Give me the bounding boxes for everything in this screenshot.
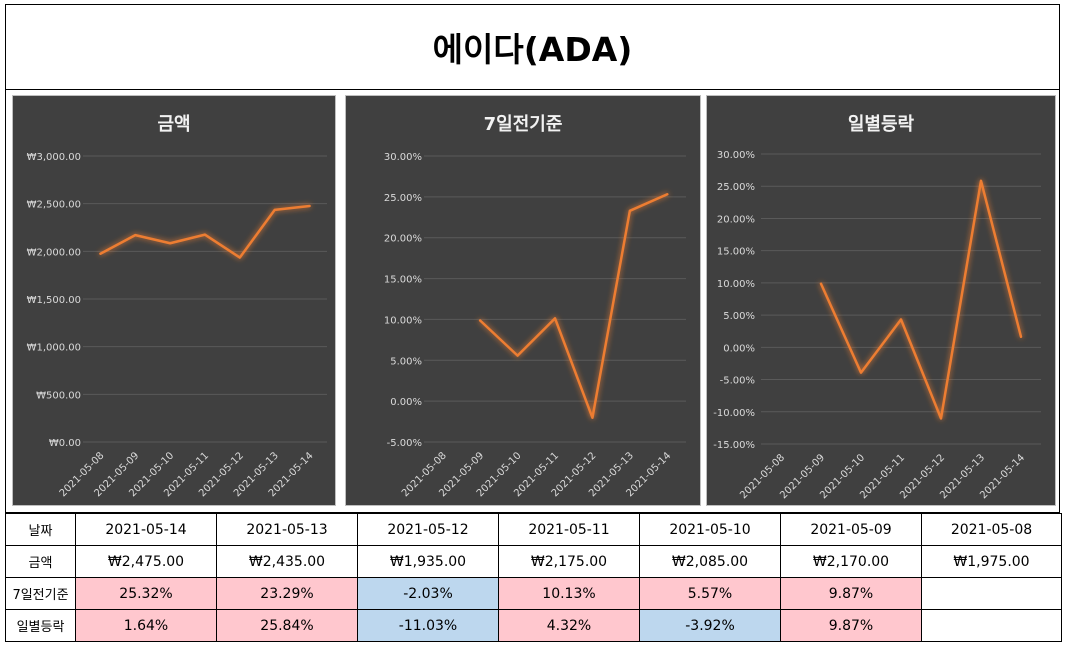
chart-title: 금액 — [157, 114, 190, 135]
table-cell: 5.57% — [639, 577, 781, 610]
table-cell: -3.92% — [639, 609, 781, 642]
y-tick-label: 15.00% — [717, 247, 755, 258]
table-cell: ₩2,435.00 — [216, 545, 358, 578]
y-tick-label: 5.00% — [390, 356, 422, 367]
table-cell: ₩2,170.00 — [780, 545, 922, 578]
table-cell — [921, 577, 1062, 610]
table-row: 금액 ₩2,475.00 ₩2,435.00 ₩1,935.00 ₩2,175.00 ₩2… — [5, 545, 1062, 578]
y-tick-label: -5.00% — [387, 438, 422, 449]
table-cell: 9.87% — [780, 577, 922, 610]
chart-daily-change: 일별등락 -15.00% -10.00% -5.00% 0.00% 5.00% 10.00%… — [706, 95, 1056, 506]
y-tick-label: ₩2,000.00 — [27, 247, 81, 258]
y-tick-label: 25.00% — [717, 182, 755, 193]
chart-svg: 금액 ₩0.00 ₩500.00 ₩1,000.00 ₩1,500.00 ₩2,000.0… — [27, 114, 327, 499]
page-title: 에이다(ADA) — [432, 30, 633, 69]
table-cell — [921, 609, 1062, 642]
table-cell: 23.29% — [216, 577, 358, 610]
y-tick-label: -5.00% — [720, 376, 755, 387]
table-cell: -11.03% — [357, 609, 499, 642]
table-cell: 10.13% — [498, 577, 640, 610]
row-header: 7일전기준 — [5, 577, 76, 610]
chart-amount: 금액 ₩0.00 ₩500.00 ₩1,000.00 ₩1,500.00 ₩2,000.0… — [12, 95, 336, 506]
table-row: 7일전기준 25.32% 23.29% -2.03% 10.13% 5.57% 9.87% — [5, 577, 1062, 610]
table-cell: ₩2,085.00 — [639, 545, 781, 578]
chart-7day-basis: 7일전기준 -5.00% 0.00% 5.00% 10.00% 15.00% 20.00% 2… — [345, 95, 701, 506]
table-cell: 4.32% — [498, 609, 640, 642]
y-tick-label: 20.00% — [717, 214, 755, 225]
row-header: 일별등락 — [5, 609, 76, 642]
y-tick-label: ₩1,000.00 — [27, 343, 81, 354]
table-cell: 2021-05-08 — [921, 513, 1062, 546]
y-tick-label: ₩0.00 — [49, 438, 81, 449]
row-header: 날짜 — [5, 513, 76, 546]
chart-title: 7일전기준 — [484, 114, 563, 135]
table-cell: 1.64% — [75, 609, 217, 642]
y-tick-label: 25.00% — [384, 193, 422, 204]
table-cell: ₩2,475.00 — [75, 545, 217, 578]
y-tick-label: -15.00% — [713, 440, 755, 451]
y-tick-label: 30.00% — [384, 152, 422, 163]
page-title-box: 에이다(ADA) — [5, 4, 1060, 90]
series-line — [478, 192, 669, 419]
series-line — [819, 179, 1023, 420]
y-tick-label: ₩1,500.00 — [27, 295, 81, 306]
table-cell: 25.84% — [216, 609, 358, 642]
table-row: 날짜 2021-05-14 2021-05-13 2021-05-12 2021-05-… — [5, 513, 1062, 546]
table-cell: 2021-05-10 — [639, 513, 781, 546]
chart-svg: 7일전기준 -5.00% 0.00% 5.00% 10.00% 15.00% 20.00% 2… — [384, 114, 686, 499]
y-tick-label: 10.00% — [384, 315, 422, 326]
chart-title: 일별등락 — [848, 114, 915, 135]
y-tick-label: ₩3,000.00 — [27, 152, 81, 163]
table-cell: 2021-05-11 — [498, 513, 640, 546]
chart-svg: 일별등락 -15.00% -10.00% -5.00% 0.00% 5.00% 10.00%… — [713, 114, 1041, 501]
table-cell: 2021-05-13 — [216, 513, 358, 546]
y-tick-label: 15.00% — [384, 275, 422, 286]
table-cell: 2021-05-09 — [780, 513, 922, 546]
table-cell: ₩1,935.00 — [357, 545, 499, 578]
y-tick-label: ₩500.00 — [36, 390, 81, 401]
y-tick-label: 20.00% — [384, 234, 422, 245]
table-cell: ₩2,175.00 — [498, 545, 640, 578]
y-tick-label: 10.00% — [717, 279, 755, 290]
y-tick-label: 5.00% — [723, 311, 755, 322]
table-cell: 2021-05-14 — [75, 513, 217, 546]
y-tick-label: ₩2,500.00 — [27, 200, 81, 211]
price-table: 날짜 2021-05-14 2021-05-13 2021-05-12 2021-05-… — [5, 513, 1062, 642]
table-cell: ₩1,975.00 — [921, 545, 1062, 578]
series-line — [99, 204, 311, 259]
table-row: 일별등락 1.64% 25.84% -11.03% 4.32% -3.92% 9.87% — [5, 609, 1062, 642]
table-cell: 25.32% — [75, 577, 217, 610]
table-cell: 9.87% — [780, 609, 922, 642]
y-tick-label: 0.00% — [723, 343, 755, 354]
y-tick-label: 0.00% — [390, 397, 422, 408]
charts-area: 금액 ₩0.00 ₩500.00 ₩1,000.00 ₩1,500.00 ₩2,000.0… — [5, 90, 1060, 513]
table-cell: 2021-05-12 — [357, 513, 499, 546]
table-cell: -2.03% — [357, 577, 499, 610]
y-tick-label: -10.00% — [713, 408, 755, 419]
y-tick-label: 30.00% — [717, 150, 755, 161]
row-header: 금액 — [5, 545, 76, 578]
